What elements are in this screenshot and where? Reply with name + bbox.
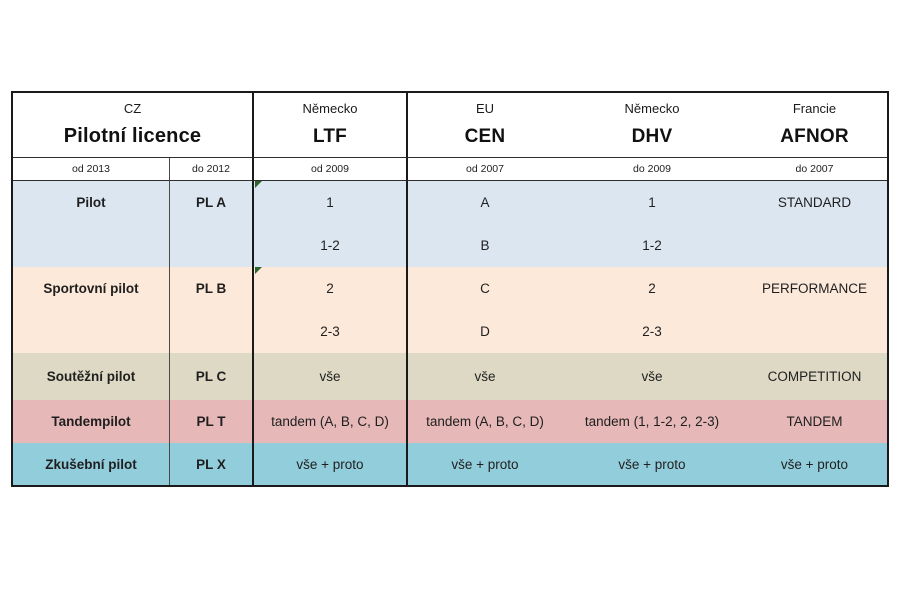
header-country-ltf: Německo bbox=[302, 101, 358, 116]
row-pilot-ltf: 1 1-2 bbox=[254, 181, 408, 267]
header-cell-cz: CZ Pilotní licence bbox=[13, 93, 254, 158]
row-pilot-dhv: 1 1-2 bbox=[562, 181, 742, 267]
subheader-ltf-od-2009: od 2009 bbox=[254, 158, 408, 181]
row-sport-cen: C D bbox=[408, 267, 562, 353]
header-country-dhv: Německo bbox=[624, 101, 680, 116]
row-test-cen: vše + proto bbox=[408, 443, 562, 485]
row-sport-ltf: 2 2-3 bbox=[254, 267, 408, 353]
subheader-dhv-do-2009: do 2009 bbox=[562, 158, 742, 181]
subheader-afnor-do-2007: do 2007 bbox=[742, 158, 887, 181]
subheader-cen-od-2007: od 2007 bbox=[408, 158, 562, 181]
subheader-cz-do-2012: do 2012 bbox=[170, 158, 254, 181]
row-pilot-license: PL A bbox=[170, 181, 254, 267]
row-test-ltf: vše + proto bbox=[254, 443, 408, 485]
header-cell-afnor: Francie AFNOR bbox=[742, 93, 887, 158]
row-pilot-cen: A B bbox=[408, 181, 562, 267]
header-country-cen: EU bbox=[475, 101, 495, 116]
row-sport-license: PL B bbox=[170, 267, 254, 353]
row-test-license: PL X bbox=[170, 443, 254, 485]
row-sport-dhv: 2 2-3 bbox=[562, 267, 742, 353]
row-test-label: Zkušební pilot bbox=[13, 443, 170, 485]
row-test-dhv: vše + proto bbox=[562, 443, 742, 485]
header-cell-dhv: Německo DHV bbox=[562, 93, 742, 158]
header-title-afnor: AFNOR bbox=[780, 126, 849, 147]
row-tandem-label: Tandempilot bbox=[13, 400, 170, 443]
header-title-dhv: DHV bbox=[631, 126, 673, 147]
row-tandem-license: PL T bbox=[170, 400, 254, 443]
error-indicator-icon bbox=[255, 181, 262, 188]
row-tandem-ltf: tandem (A, B, C, D) bbox=[254, 400, 408, 443]
row-comp-dhv: vše bbox=[562, 353, 742, 400]
row-tandem-cen: tandem (A, B, C, D) bbox=[408, 400, 562, 443]
header-title-ltf: LTF bbox=[312, 126, 347, 147]
header-title-cen: CEN bbox=[464, 126, 506, 147]
row-pilot-afnor: STANDARD bbox=[742, 181, 887, 267]
subheader-cz-od-2013: od 2013 bbox=[13, 158, 170, 181]
row-comp-label: Soutěžní pilot bbox=[13, 353, 170, 400]
error-indicator-icon bbox=[255, 267, 262, 274]
row-pilot-label: Pilot bbox=[13, 181, 170, 267]
row-tandem-dhv: tandem (1, 1-2, 2, 2-3) bbox=[562, 400, 742, 443]
row-comp-ltf: vše bbox=[254, 353, 408, 400]
header-cell-cen: EU CEN bbox=[408, 93, 562, 158]
header-cell-ltf: Německo LTF bbox=[254, 93, 408, 158]
header-title-pilotni-licence: Pilotní licence bbox=[63, 125, 202, 147]
row-tandem-afnor: TANDEM bbox=[742, 400, 887, 443]
header-country-afnor: Francie bbox=[792, 101, 837, 116]
license-comparison-table: CZ Pilotní licence Německo LTF EU CEN Ně… bbox=[11, 91, 889, 487]
row-comp-afnor: COMPETITION bbox=[742, 353, 887, 400]
row-sport-afnor: PERFORMANCE bbox=[742, 267, 887, 353]
header-country-cz: CZ bbox=[123, 101, 142, 116]
row-comp-cen: vše bbox=[408, 353, 562, 400]
row-test-afnor: vše + proto bbox=[742, 443, 887, 485]
row-comp-license: PL C bbox=[170, 353, 254, 400]
row-sport-label: Sportovní pilot bbox=[13, 267, 170, 353]
